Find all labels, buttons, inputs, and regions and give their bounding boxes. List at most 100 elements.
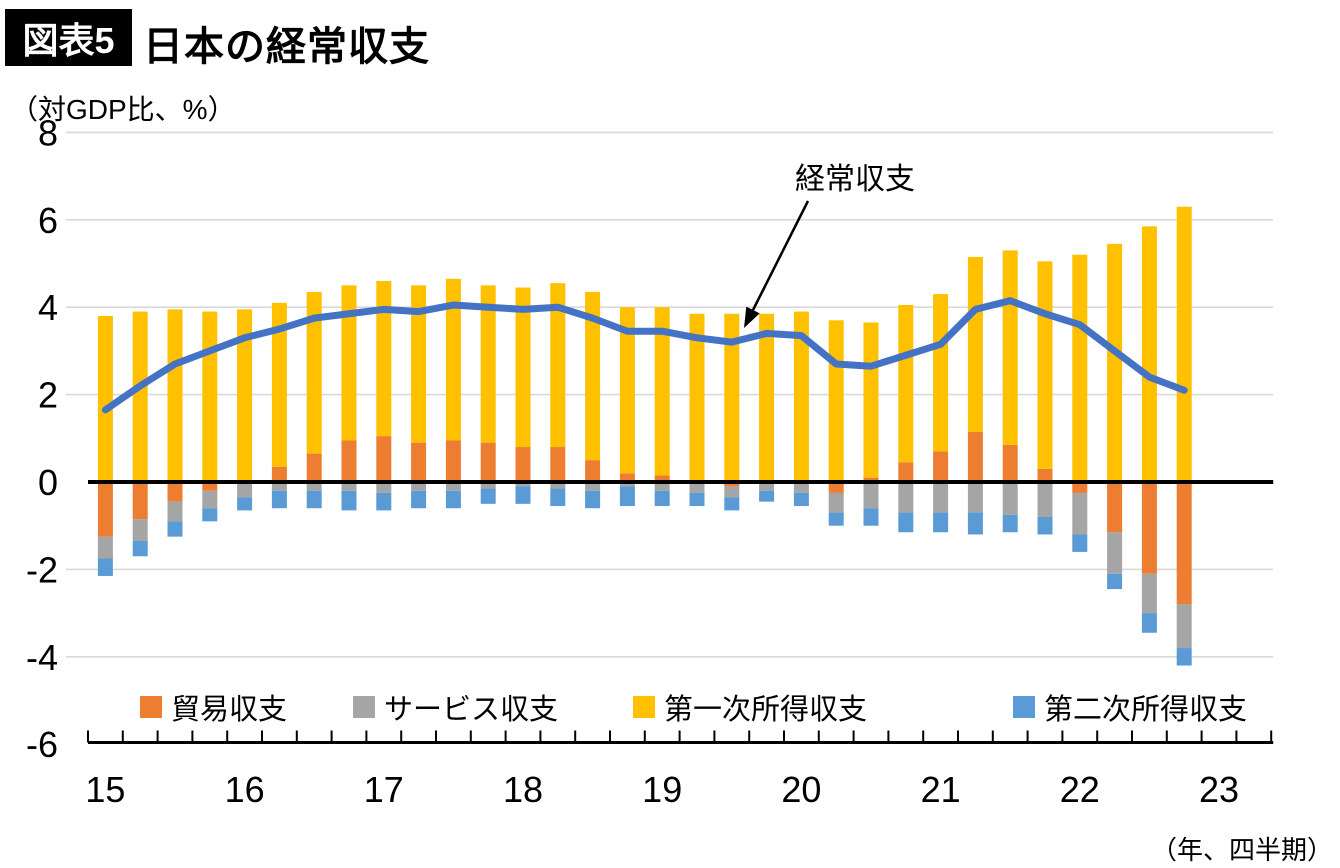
bar-segment	[828, 492, 844, 513]
bar-segment	[898, 482, 914, 513]
y-axis-unit-label: （対GDP比、%）	[10, 94, 236, 125]
y-axis-tick-label: 2	[38, 375, 58, 416]
bar-segment	[654, 307, 670, 476]
bar-segment	[480, 442, 496, 482]
bar-segment	[515, 486, 531, 504]
bar-segment	[237, 482, 253, 498]
bar-segment	[1037, 482, 1053, 517]
bar-segment	[689, 492, 705, 507]
bar-segment	[515, 482, 531, 487]
bar-segment	[898, 512, 914, 533]
bar-segment	[793, 492, 809, 507]
bar-segment	[480, 482, 496, 489]
bar-segment	[445, 482, 461, 491]
bar-segment	[1072, 492, 1088, 535]
bar-segment	[898, 462, 914, 482]
bar-segment	[550, 488, 566, 507]
bar-segment	[689, 313, 705, 482]
bar-segment	[933, 451, 949, 482]
bar-segment	[1107, 532, 1123, 574]
bar-segment	[202, 508, 218, 522]
bar-segment	[97, 482, 113, 537]
bar-segment	[619, 473, 635, 482]
line-annotation-label: 経常収支	[795, 163, 915, 196]
bar-segment	[271, 490, 287, 509]
bar-segment	[1002, 250, 1018, 445]
annotation-arrowhead-icon	[744, 306, 760, 328]
current-account-line	[101, 297, 1188, 414]
x-axis-year-label: 22	[1060, 769, 1100, 810]
bar-segment	[585, 482, 601, 491]
bar-segment	[515, 447, 531, 482]
bar-segment	[376, 280, 392, 437]
bar-segment	[341, 440, 357, 482]
bar-segment	[724, 486, 740, 498]
bar-segment	[411, 442, 427, 482]
bar-segment	[654, 482, 670, 491]
bar-segment	[376, 482, 392, 493]
bar-segment	[933, 294, 949, 452]
bar-segment	[619, 486, 635, 507]
bar-segment	[1176, 482, 1192, 605]
x-axis-year-label: 21	[921, 769, 961, 810]
bar-segment	[863, 508, 879, 526]
bar-segment	[480, 488, 496, 504]
bar-segment	[759, 482, 775, 491]
y-axis-tick-label: 4	[38, 287, 58, 328]
bar-segment	[585, 291, 601, 461]
bar-segment	[933, 512, 949, 533]
bar-segment	[411, 490, 427, 509]
bar-segment	[376, 436, 392, 482]
bar-segment	[967, 256, 983, 432]
bar-segment	[1072, 482, 1088, 493]
bar-segment	[933, 482, 949, 513]
bar-segment	[306, 482, 322, 491]
bar-segment	[167, 521, 183, 537]
bar-segment	[863, 477, 879, 482]
bar-segment	[1002, 514, 1018, 533]
bar-segment	[271, 482, 287, 491]
x-axis-year-label: 19	[642, 769, 682, 810]
bar-segment	[132, 540, 148, 557]
bar-segment	[1107, 573, 1123, 590]
bar-segment	[341, 482, 357, 491]
bar-segment	[1072, 534, 1088, 552]
bar-segment	[97, 536, 113, 559]
y-axis-tick-label: -2	[26, 549, 58, 590]
bar-segment	[619, 482, 635, 487]
bar-segment	[202, 482, 218, 491]
bar-segment	[515, 287, 531, 448]
bar-segment	[1107, 243, 1123, 482]
bar-segment	[306, 490, 322, 509]
bar-segment	[1037, 468, 1053, 482]
bar-segment	[237, 497, 253, 511]
bar-segment	[828, 482, 844, 493]
bar-segment	[828, 512, 844, 526]
bar-segment	[411, 482, 427, 491]
bar-segment	[306, 291, 322, 454]
bar-segment	[271, 302, 287, 467]
bar-segment	[724, 497, 740, 511]
y-axis-tick-label: 8	[38, 112, 58, 153]
bar-segment	[202, 490, 218, 509]
bar-segment	[654, 475, 670, 482]
bar-segment	[167, 482, 183, 502]
x-axis-year-label: 18	[503, 769, 543, 810]
x-axis-year-label: 15	[85, 769, 125, 810]
bar-segment	[1176, 648, 1192, 666]
x-axis-year-label: 20	[781, 769, 821, 810]
bar-segment	[619, 307, 635, 474]
figure-number-tag: 図表5	[5, 9, 132, 66]
bar-segment	[1141, 482, 1157, 574]
bar-segment	[550, 447, 566, 482]
bar-segment	[1072, 254, 1088, 482]
bar-segment	[759, 313, 775, 482]
x-axis-note: （年、四半期）	[1150, 835, 1333, 865]
bar-segment	[445, 490, 461, 509]
bar-segment	[585, 460, 601, 482]
page-title: 日本の経常収支	[143, 25, 430, 69]
bar-segment	[480, 285, 496, 443]
bar-segment	[759, 490, 775, 502]
bar-segment	[376, 492, 392, 511]
